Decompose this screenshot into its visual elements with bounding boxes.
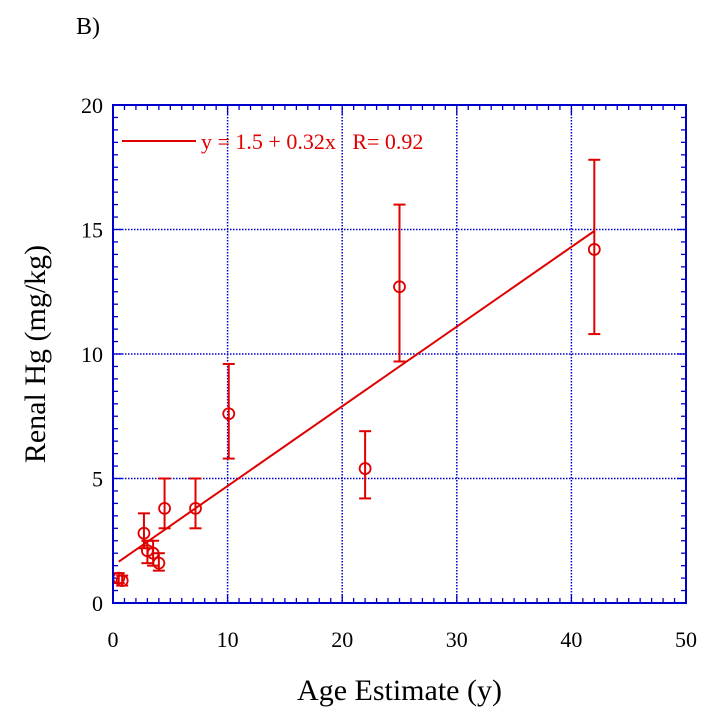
y-tick-label: 0 bbox=[92, 591, 103, 616]
y-tick-label: 20 bbox=[81, 93, 103, 118]
plot-frame bbox=[112, 104, 687, 604]
data-point bbox=[146, 546, 160, 560]
data-point bbox=[222, 407, 236, 421]
x-tick-label: 30 bbox=[446, 627, 468, 652]
data-point bbox=[189, 501, 202, 515]
regression-line bbox=[118, 230, 595, 563]
fit-line bbox=[118, 230, 595, 563]
legend-label: y = 1.5 + 0.32x R= 0.92 bbox=[201, 129, 423, 154]
data-point bbox=[137, 526, 151, 540]
x-tick-label: 0 bbox=[108, 627, 119, 652]
data-point bbox=[158, 501, 171, 515]
data-point bbox=[393, 280, 406, 294]
data-point bbox=[358, 462, 372, 475]
x-tick-label: 10 bbox=[217, 627, 239, 652]
data-point bbox=[115, 574, 129, 587]
panel-label: B) bbox=[76, 14, 100, 40]
data-point bbox=[140, 544, 154, 558]
x-tick-label: 20 bbox=[331, 627, 353, 652]
y-tick-labels: 0 5 10 15 20 bbox=[81, 93, 103, 616]
y-axis-title: Renal Hg (mg/kg) bbox=[19, 245, 52, 463]
data-point bbox=[587, 243, 601, 256]
x-tick-label: 50 bbox=[675, 627, 697, 652]
data-point bbox=[152, 556, 166, 570]
x-tick-label: 40 bbox=[560, 627, 582, 652]
x-tick-labels: 0 10 20 30 40 50 bbox=[108, 627, 698, 652]
y-tick-label: 10 bbox=[81, 342, 103, 367]
data-points bbox=[112, 243, 601, 587]
error-bars bbox=[112, 158, 601, 587]
y-tick-label: 5 bbox=[92, 467, 103, 492]
x-axis-title: Age Estimate (y) bbox=[297, 674, 502, 707]
legend: y = 1.5 + 0.32x R= 0.92 bbox=[122, 129, 423, 154]
y-tick-label: 15 bbox=[81, 218, 103, 243]
